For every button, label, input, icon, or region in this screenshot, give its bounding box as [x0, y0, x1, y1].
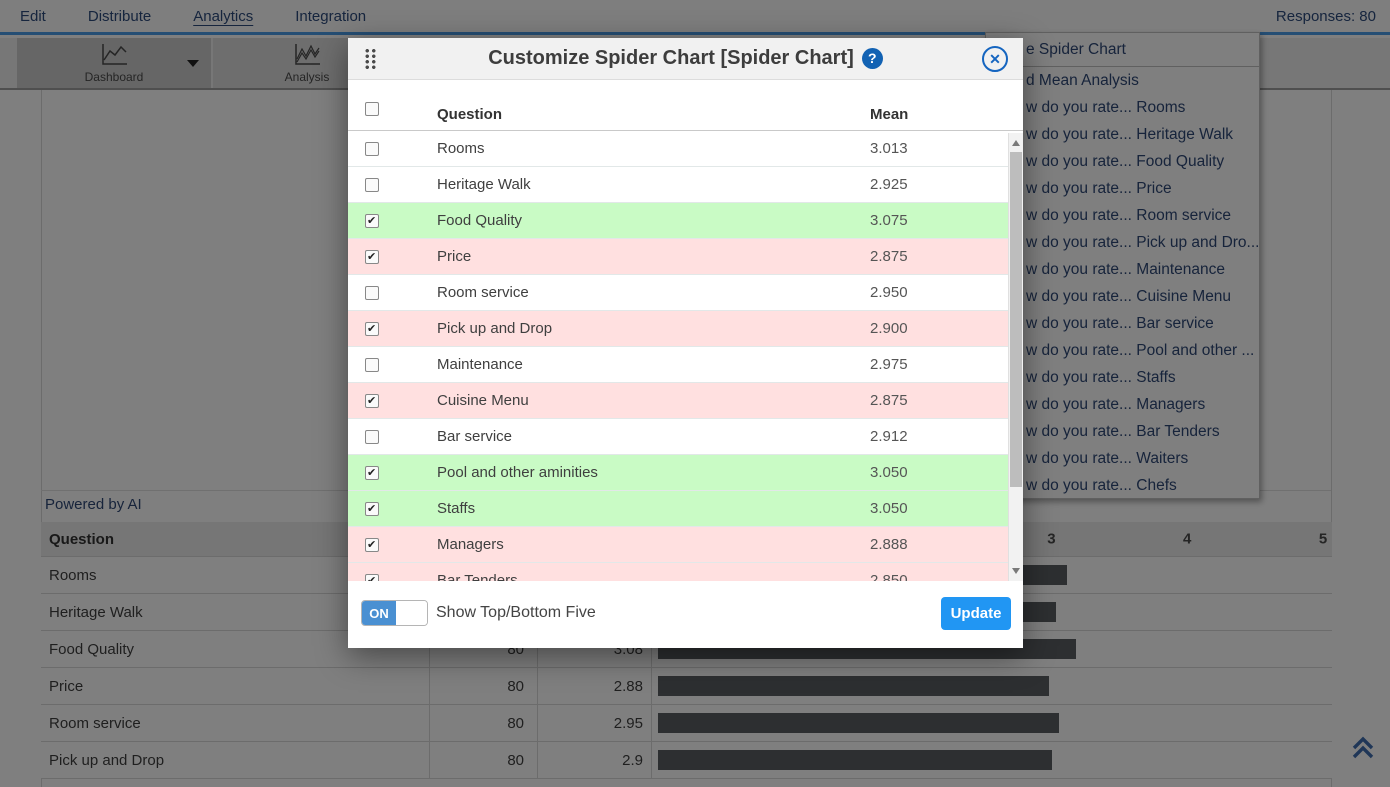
modal-table-row: Pick up and Drop 2.900: [348, 311, 1023, 347]
row-mean: 2.850: [870, 572, 908, 581]
top-bottom-five-toggle[interactable]: ON: [361, 600, 428, 626]
modal-table-row: Bar service 2.912: [348, 419, 1023, 455]
row-mean: 2.875: [870, 248, 908, 265]
row-checkbox[interactable]: [365, 178, 379, 192]
modal-title: Customize Spider Chart [Spider Chart]: [488, 47, 854, 69]
question-header: Question: [437, 106, 503, 123]
row-checkbox[interactable]: [365, 394, 379, 408]
modal-scrollbar[interactable]: [1008, 133, 1023, 581]
modal-table-row: Managers 2.888: [348, 527, 1023, 563]
row-checkbox[interactable]: [365, 538, 379, 552]
row-question: Bar Tenders: [437, 572, 518, 581]
modal-table-row: Price 2.875: [348, 239, 1023, 275]
modal-header: Customize Spider Chart [Spider Chart] ? …: [348, 38, 1023, 80]
row-checkbox[interactable]: [365, 430, 379, 444]
modal-table-row: Room service 2.950: [348, 275, 1023, 311]
row-question: Staffs: [437, 500, 476, 517]
modal-footer: ON Show Top/Bottom Five Update: [348, 581, 1023, 647]
drag-handle-icon[interactable]: [364, 48, 377, 70]
row-mean: 2.875: [870, 392, 908, 409]
row-question: Cuisine Menu: [437, 392, 529, 409]
toggle-description: Show Top/Bottom Five: [436, 604, 596, 621]
row-mean: 2.888: [870, 536, 908, 553]
row-question: Managers: [437, 536, 504, 553]
row-question: Room service: [437, 284, 529, 301]
row-checkbox[interactable]: [365, 250, 379, 264]
row-checkbox[interactable]: [365, 322, 379, 336]
row-checkbox[interactable]: [365, 466, 379, 480]
row-question: Price: [437, 248, 472, 265]
row-checkbox[interactable]: [365, 358, 379, 372]
modal-row-list: Rooms 3.013 Heritage Walk 2.925 Food Quality…: [348, 131, 1023, 581]
update-button[interactable]: Update: [941, 597, 1011, 630]
row-checkbox[interactable]: [365, 214, 379, 228]
row-question: Food Quality: [437, 212, 523, 229]
row-mean: 2.900: [870, 320, 908, 337]
scrollbar-up-icon[interactable]: [1012, 140, 1020, 146]
row-checkbox[interactable]: [365, 502, 379, 516]
scrollbar-down-icon[interactable]: [1012, 568, 1020, 574]
modal-table-row: Heritage Walk 2.925: [348, 167, 1023, 203]
modal-table-row: Food Quality 3.075: [348, 203, 1023, 239]
modal-table-row: Maintenance 2.975: [348, 347, 1023, 383]
row-mean: 2.912: [870, 428, 908, 445]
row-checkbox[interactable]: [365, 142, 379, 156]
row-question: Pool and other aminities: [437, 464, 598, 481]
scrollbar-thumb[interactable]: [1010, 152, 1022, 487]
row-checkbox[interactable]: [365, 574, 379, 581]
row-question: Pick up and Drop: [437, 320, 553, 337]
modal-table-row: Staffs 3.050: [348, 491, 1023, 527]
select-all-checkbox[interactable]: [365, 102, 379, 116]
modal-table-header: Question Mean: [348, 80, 1023, 131]
toggle-on-label: ON: [362, 601, 396, 625]
row-mean: 3.050: [870, 464, 908, 481]
toggle-off-half: [396, 601, 427, 625]
row-mean: 2.925: [870, 176, 908, 193]
row-question: Rooms: [437, 140, 485, 157]
row-question: Heritage Walk: [437, 176, 531, 193]
row-question: Bar service: [437, 428, 513, 445]
close-icon[interactable]: ✕: [982, 46, 1008, 72]
row-mean: 3.050: [870, 500, 908, 517]
mean-header: Mean: [870, 106, 909, 123]
row-question: Maintenance: [437, 356, 523, 373]
row-mean: 3.075: [870, 212, 908, 229]
modal-table-row: Rooms 3.013: [348, 131, 1023, 167]
modal-table-row: Bar Tenders 2.850: [348, 563, 1023, 581]
row-mean: 2.975: [870, 356, 908, 373]
row-mean: 3.013: [870, 140, 908, 157]
help-icon[interactable]: ?: [861, 48, 883, 69]
row-checkbox[interactable]: [365, 286, 379, 300]
customize-spider-chart-modal: Customize Spider Chart [Spider Chart] ? …: [348, 38, 1023, 648]
row-mean: 2.950: [870, 284, 908, 301]
modal-table-row: Pool and other aminities 3.050: [348, 455, 1023, 491]
modal-table-row: Cuisine Menu 2.875: [348, 383, 1023, 419]
